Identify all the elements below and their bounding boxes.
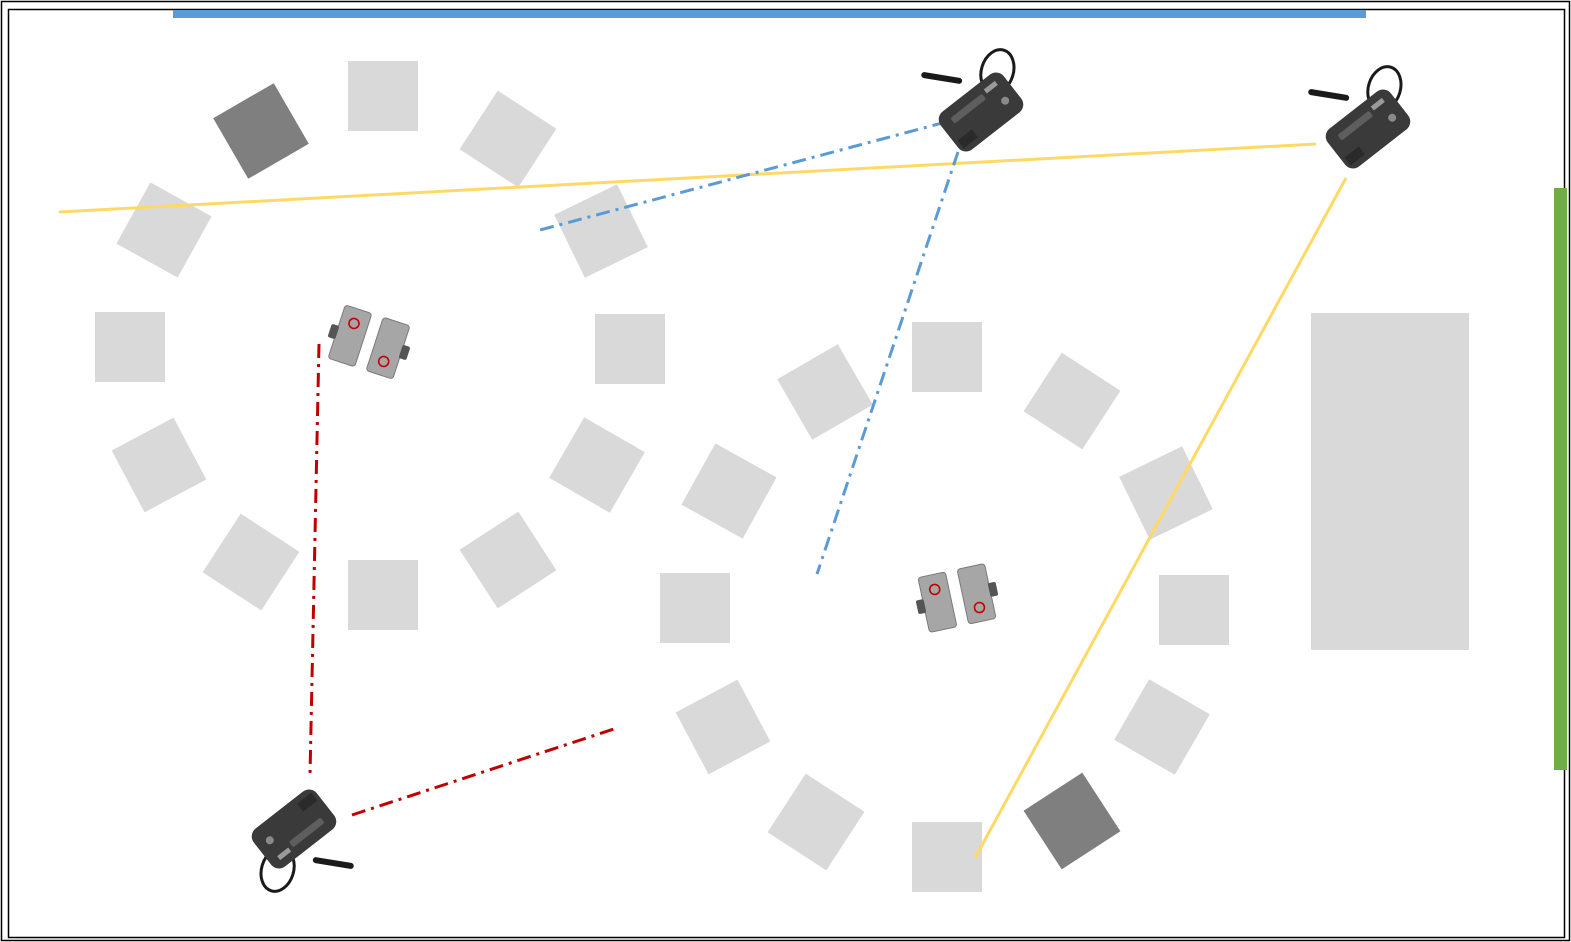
robot-icon bbox=[320, 301, 418, 383]
obstacle bbox=[459, 511, 557, 609]
obstacle bbox=[348, 560, 418, 630]
obstacle bbox=[777, 344, 873, 440]
obstacle bbox=[549, 417, 645, 513]
obstacle bbox=[202, 513, 300, 611]
obstacle-dark bbox=[1023, 772, 1121, 870]
blue-ray-long bbox=[815, 151, 960, 575]
obstacle bbox=[1119, 446, 1213, 540]
obstacle bbox=[459, 90, 557, 188]
obstacle bbox=[116, 182, 212, 278]
obstacle-cluster-right bbox=[660, 322, 1229, 892]
red-ray-diagonal bbox=[351, 726, 618, 817]
camera-icon bbox=[910, 21, 1047, 155]
top-wall bbox=[173, 10, 1366, 18]
red-ray-vertical bbox=[308, 343, 321, 776]
yellow-ray-horizontal bbox=[58, 142, 1317, 214]
obstacle bbox=[348, 61, 418, 131]
camera-icon bbox=[1297, 38, 1434, 172]
obstacle bbox=[912, 322, 982, 392]
table bbox=[1311, 313, 1469, 650]
obstacle-cluster-left bbox=[95, 61, 665, 630]
obstacle bbox=[681, 443, 777, 539]
right-wall bbox=[1554, 188, 1567, 770]
camera-icon bbox=[228, 785, 365, 919]
robot-icon bbox=[910, 561, 1004, 635]
obstacle bbox=[912, 822, 982, 892]
blue-ray-short bbox=[539, 120, 947, 232]
obstacle bbox=[95, 312, 165, 382]
obstacle bbox=[675, 679, 771, 775]
obstacle bbox=[554, 184, 648, 278]
obstacle bbox=[1159, 575, 1229, 645]
obstacle bbox=[595, 314, 665, 384]
obstacle bbox=[111, 417, 207, 513]
obstacle bbox=[767, 773, 865, 871]
obstacle bbox=[1023, 352, 1121, 450]
obstacle bbox=[1114, 679, 1210, 775]
obstacle bbox=[660, 573, 730, 643]
obstacle-dark bbox=[213, 83, 309, 179]
yellow-ray-diagonal bbox=[973, 177, 1348, 859]
